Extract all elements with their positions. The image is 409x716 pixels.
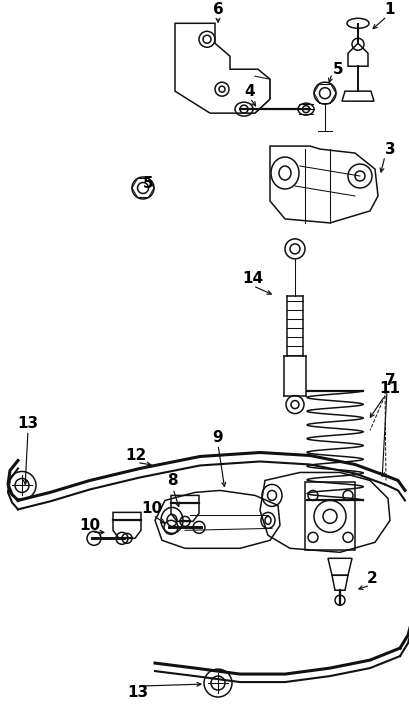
Text: 2: 2: [366, 571, 376, 586]
Text: 5: 5: [332, 62, 342, 77]
Text: 11: 11: [379, 381, 400, 396]
Text: 10: 10: [141, 501, 162, 516]
Text: 13: 13: [18, 416, 38, 431]
Text: 13: 13: [127, 684, 148, 700]
Text: 1: 1: [384, 2, 394, 16]
Text: 8: 8: [166, 473, 177, 488]
Text: 14: 14: [242, 271, 263, 286]
Text: 6: 6: [212, 2, 223, 16]
Text: 5: 5: [142, 177, 153, 191]
Text: 10: 10: [79, 518, 100, 533]
Text: 7: 7: [384, 373, 394, 388]
Text: 3: 3: [384, 142, 394, 157]
Text: 9: 9: [212, 430, 223, 445]
Text: 12: 12: [125, 448, 146, 463]
Text: 4: 4: [244, 84, 255, 99]
